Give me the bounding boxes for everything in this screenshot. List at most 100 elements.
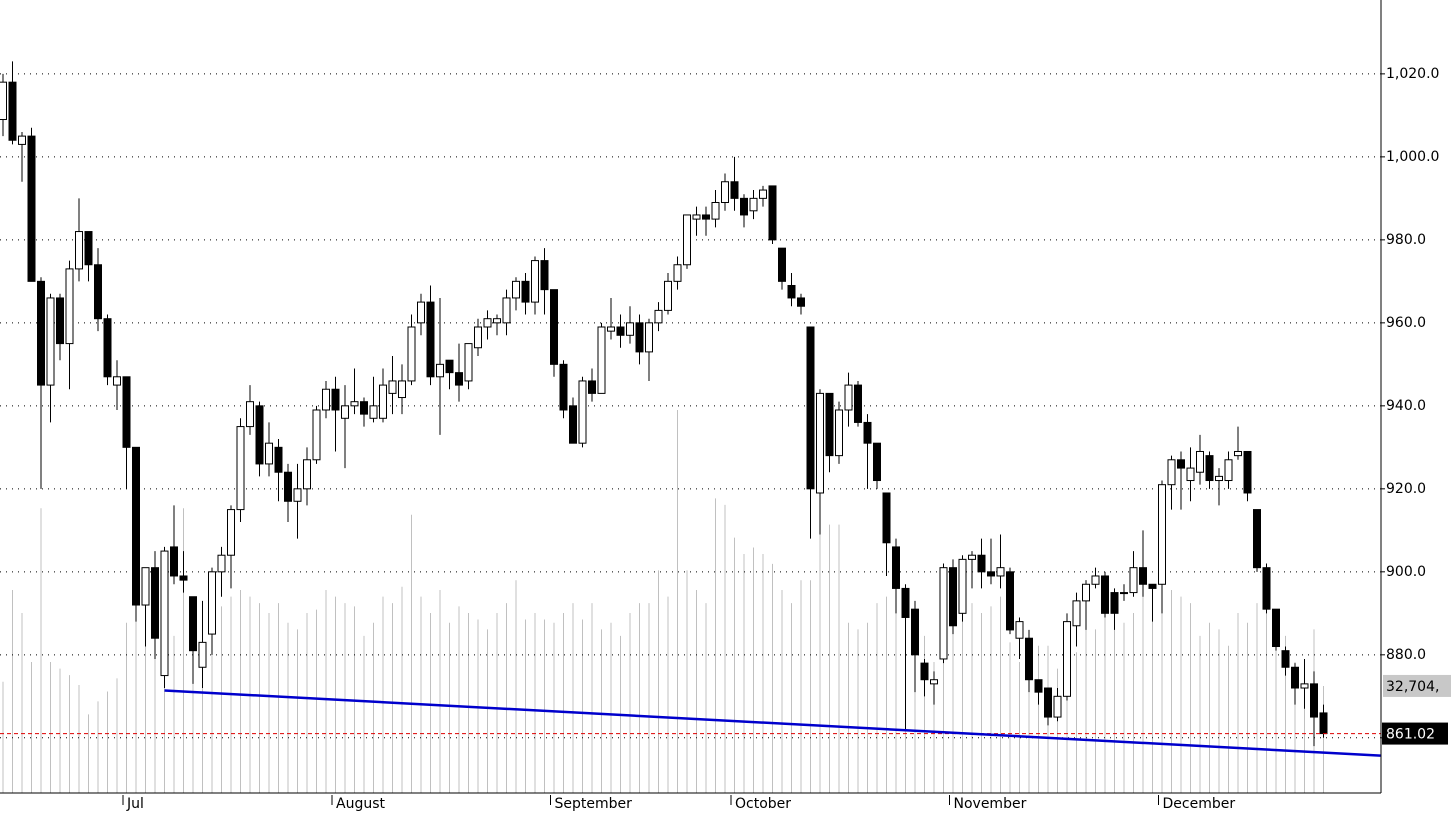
candle-body (1082, 583, 1090, 602)
candle-body (645, 322, 653, 353)
candle-body (949, 567, 957, 627)
candle-body (56, 297, 64, 345)
trendline (164, 689, 1381, 757)
candle-body (863, 421, 872, 444)
candle-body (8, 81, 17, 141)
candle-body (930, 679, 938, 685)
candle-body (1196, 450, 1204, 473)
candle-body (835, 409, 843, 457)
candle-body (692, 214, 701, 220)
candle-body (816, 392, 824, 494)
candle-body (1291, 666, 1299, 689)
candle-body (1262, 567, 1271, 610)
candle-body (312, 409, 321, 461)
candle-body (1300, 683, 1309, 689)
candle-body (664, 280, 672, 311)
candle-body (540, 260, 549, 291)
candle-body (141, 567, 150, 606)
candle-body (18, 135, 26, 145)
candle-body (1205, 455, 1214, 482)
candle-body (1215, 475, 1223, 482)
candle-body (388, 380, 397, 394)
candle-body (559, 363, 568, 411)
candle-body (65, 268, 74, 345)
candle-body (531, 260, 539, 303)
y-tick-label: 1,000.0 (1386, 149, 1439, 165)
label-layer: 860.0880.0900.0920.0940.0960.0980.01,000… (122, 66, 1451, 812)
candle-body (911, 608, 919, 656)
candle-body (322, 388, 330, 411)
candle-body (160, 550, 169, 677)
y-tick-label: 900.0 (1386, 564, 1426, 580)
x-tick-label: November (954, 796, 1027, 812)
candle-body (1101, 575, 1109, 614)
candle-body (1034, 679, 1043, 693)
candle-body (968, 554, 976, 560)
candle-body (1091, 575, 1100, 585)
candle-body (483, 318, 492, 328)
candle-body (749, 197, 758, 212)
candle-body (892, 546, 900, 589)
candle-body (46, 297, 55, 386)
candle-body (654, 309, 663, 324)
candle-body (27, 135, 36, 282)
candle-body (331, 388, 340, 411)
candle-body (882, 492, 891, 544)
candle-body (977, 554, 986, 573)
candle-body (284, 471, 292, 502)
candle-body (246, 401, 254, 428)
candle-body (702, 214, 710, 220)
candle-body (844, 384, 853, 411)
candle-body (398, 380, 406, 399)
volume-label: 32,704, (1386, 679, 1439, 695)
candle-body (797, 297, 805, 307)
candle-body (996, 567, 1005, 577)
candle-body (1053, 695, 1062, 718)
candle-body (711, 202, 720, 220)
y-tick-label: 960.0 (1386, 315, 1426, 331)
volume-label-box (1383, 674, 1451, 697)
candle-body (426, 301, 435, 378)
x-tick-label: December (1163, 796, 1236, 812)
price-layer (0, 61, 1381, 757)
candle-body (1120, 592, 1128, 595)
candle-body (1110, 592, 1119, 614)
candle-body (1072, 600, 1081, 627)
candle-body (616, 326, 625, 336)
candle-body (274, 446, 283, 473)
candle-body (0, 81, 7, 121)
candle-body (474, 326, 482, 349)
candle-body (179, 575, 188, 581)
grid-layer (0, 73, 1381, 739)
candle-body (1310, 683, 1318, 718)
candle-body (569, 405, 577, 444)
candle-body (825, 392, 834, 457)
candle-body (1006, 571, 1014, 631)
y-tick-label: 920.0 (1386, 481, 1426, 497)
candle-body (341, 405, 349, 419)
candle-body (360, 401, 368, 415)
candle-body (170, 546, 178, 577)
candle-body (255, 405, 264, 465)
candle-body (1319, 712, 1328, 735)
candle-body (1025, 637, 1033, 681)
candle-body (502, 297, 511, 324)
candle-body (512, 280, 520, 299)
candle-body (445, 359, 454, 374)
candle-body (94, 264, 102, 320)
candle-body (597, 326, 606, 394)
candle-body (939, 567, 948, 660)
candle-body (673, 264, 682, 282)
candle-body (208, 571, 216, 635)
candle-body (455, 372, 463, 386)
candle-body (730, 181, 739, 199)
candle-body (1224, 459, 1233, 482)
candle-body (854, 384, 862, 423)
candle-body (787, 284, 796, 299)
candle-body (1234, 450, 1242, 457)
candle-body (1253, 509, 1261, 569)
candle-body (303, 459, 311, 490)
candle-body (987, 571, 995, 577)
candle-body (778, 247, 786, 282)
